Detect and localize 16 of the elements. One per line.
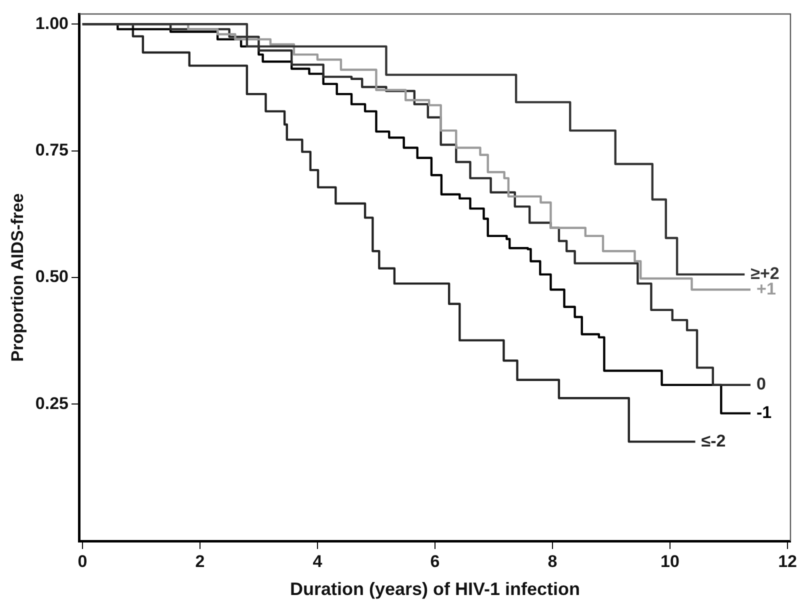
x-tick-label: 10 — [660, 552, 680, 571]
x-tick-label: 2 — [195, 552, 205, 571]
y-tick-label: 0.50 — [35, 267, 68, 286]
y-tick-label: 0.75 — [35, 140, 68, 160]
y-tick-label: 0.25 — [35, 394, 68, 413]
series-label: -1 — [756, 402, 772, 422]
x-axis-title: Duration (years) of HIV-1 infection — [290, 579, 580, 600]
series-label: 0 — [756, 374, 766, 394]
x-tick-label: 12 — [778, 552, 797, 571]
y-tick-label: 1.00 — [35, 14, 68, 33]
x-tick-label: 6 — [430, 552, 440, 571]
x-tick-label: 4 — [312, 552, 323, 571]
series-label: ≤-2 — [701, 431, 726, 450]
x-tick-label: 8 — [548, 552, 558, 571]
x-tick-label: 0 — [78, 552, 88, 571]
y-axis-title: Proportion AIDS-free — [8, 193, 27, 362]
